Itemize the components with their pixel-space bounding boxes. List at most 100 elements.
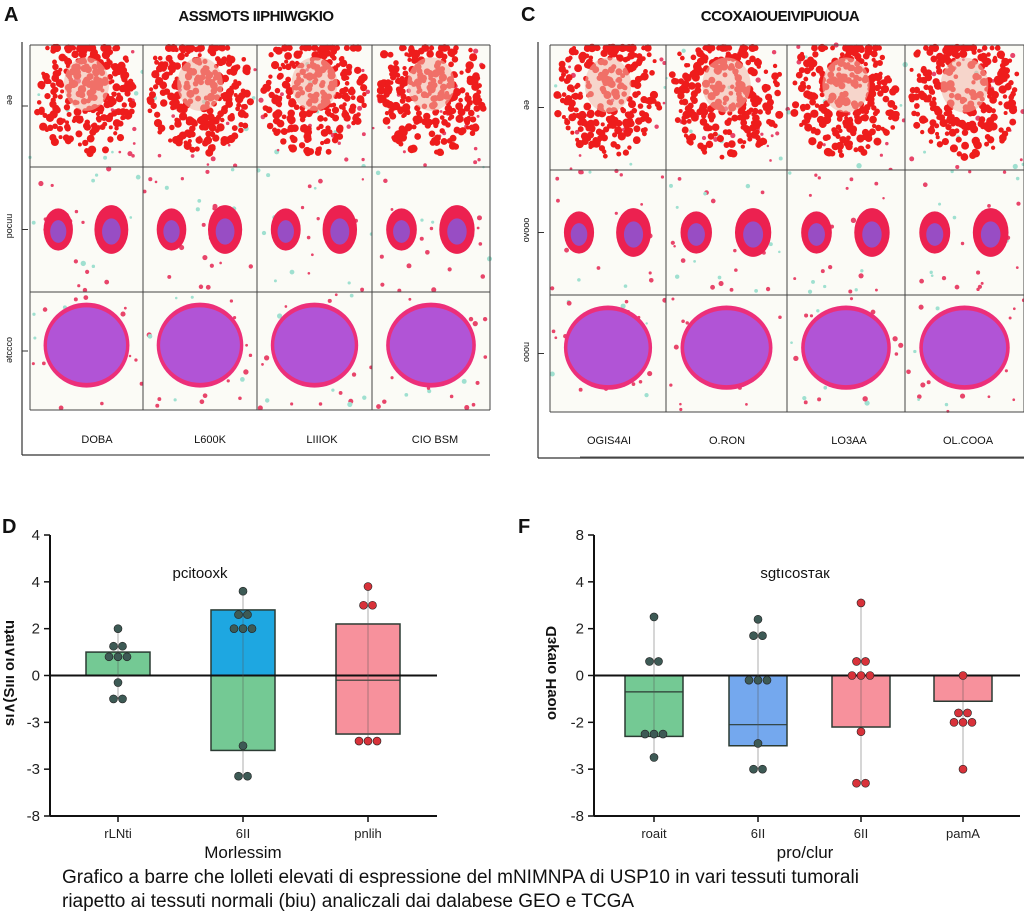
- red-cell: [728, 140, 736, 148]
- panel-c-col-label: LO3AA: [831, 435, 867, 447]
- speck: [91, 264, 96, 269]
- red-cell: [147, 108, 153, 114]
- red-cell: [411, 55, 418, 62]
- speck: [338, 391, 343, 395]
- red-cell: [303, 146, 311, 155]
- speck: [977, 284, 983, 289]
- red-cell: [819, 92, 825, 98]
- red-cell: [928, 139, 934, 144]
- spot-core: [926, 223, 944, 246]
- red-cell: [388, 108, 394, 114]
- red-cell: [122, 55, 129, 62]
- red-cell: [913, 121, 921, 129]
- red-cell: [331, 102, 337, 108]
- red-cell: [695, 47, 702, 54]
- red-cell: [344, 81, 350, 86]
- red-cell: [571, 93, 577, 99]
- red-cell: [307, 45, 313, 51]
- red-cell: [935, 135, 940, 140]
- speck: [730, 132, 736, 139]
- red-cell: [883, 129, 890, 136]
- red-cell: [575, 82, 581, 88]
- red-cell: [49, 100, 57, 108]
- red-cell: [705, 140, 714, 149]
- red-cell: [592, 137, 599, 144]
- red-cell: [799, 51, 805, 56]
- red-cell: [274, 87, 281, 94]
- red-cell: [34, 108, 41, 116]
- red-cell: [356, 78, 364, 86]
- red-cell: [105, 44, 112, 52]
- red-cell: [914, 104, 919, 109]
- data-point: [856, 671, 866, 680]
- red-cell: [377, 89, 382, 94]
- speck: [1016, 201, 1021, 206]
- red-cell: [120, 72, 127, 79]
- speck: [566, 300, 572, 306]
- red-cell: [711, 123, 720, 132]
- red-cell: [795, 71, 803, 79]
- speck: [775, 131, 780, 136]
- red-cell: [745, 59, 752, 66]
- red-cell: [723, 45, 729, 51]
- speck: [361, 68, 365, 73]
- speck: [892, 336, 898, 342]
- micrograph-cell: [666, 295, 787, 412]
- red-cell: [568, 47, 577, 56]
- data-point: [958, 718, 968, 727]
- red-cell: [564, 118, 569, 123]
- speck: [1008, 316, 1012, 320]
- red-cell: [751, 112, 756, 117]
- red-cell: [170, 93, 179, 102]
- red-cell: [700, 54, 709, 62]
- speck: [147, 333, 153, 339]
- red-cell: [839, 52, 845, 57]
- red-cell: [804, 123, 813, 132]
- data-point: [749, 764, 758, 774]
- speck: [804, 313, 809, 318]
- data-point: [753, 614, 763, 624]
- red-cell: [919, 94, 926, 101]
- speck: [83, 295, 89, 300]
- red-cell: [159, 81, 168, 90]
- micrograph-cell: [905, 169, 1024, 295]
- speck: [360, 287, 365, 292]
- red-cell: [350, 95, 356, 101]
- red-cell: [58, 135, 63, 140]
- red-cell: [946, 117, 952, 123]
- red-cell: [298, 110, 308, 119]
- red-cell: [987, 77, 993, 83]
- spot-core: [808, 223, 825, 246]
- red-cell: [317, 115, 324, 122]
- speck: [127, 151, 133, 157]
- red-cell: [463, 105, 471, 112]
- red-cell: [986, 136, 995, 144]
- speck: [980, 281, 984, 285]
- speck: [32, 312, 36, 316]
- red-cell: [998, 101, 1003, 106]
- red-cell: [453, 45, 459, 51]
- speck: [856, 163, 862, 169]
- red-cell: [112, 83, 121, 92]
- red-cell: [610, 141, 618, 148]
- speck: [74, 209, 79, 214]
- red-cell: [753, 58, 762, 67]
- speck: [577, 278, 581, 282]
- speck: [142, 189, 147, 194]
- speck: [1015, 266, 1019, 269]
- speck: [629, 162, 633, 166]
- red-cell: [996, 50, 1006, 59]
- red-cell: [558, 75, 565, 82]
- red-cell: [112, 45, 119, 52]
- red-cell: [174, 117, 180, 123]
- data-point: [243, 610, 252, 619]
- red-cell: [63, 104, 71, 111]
- data-point: [368, 600, 377, 610]
- red-cell: [633, 125, 641, 133]
- speck: [198, 284, 204, 289]
- red-cell: [757, 109, 763, 115]
- panel-d-letter: D: [2, 516, 17, 538]
- speck: [786, 110, 791, 115]
- red-cell: [712, 131, 718, 137]
- pale-core: [177, 57, 223, 111]
